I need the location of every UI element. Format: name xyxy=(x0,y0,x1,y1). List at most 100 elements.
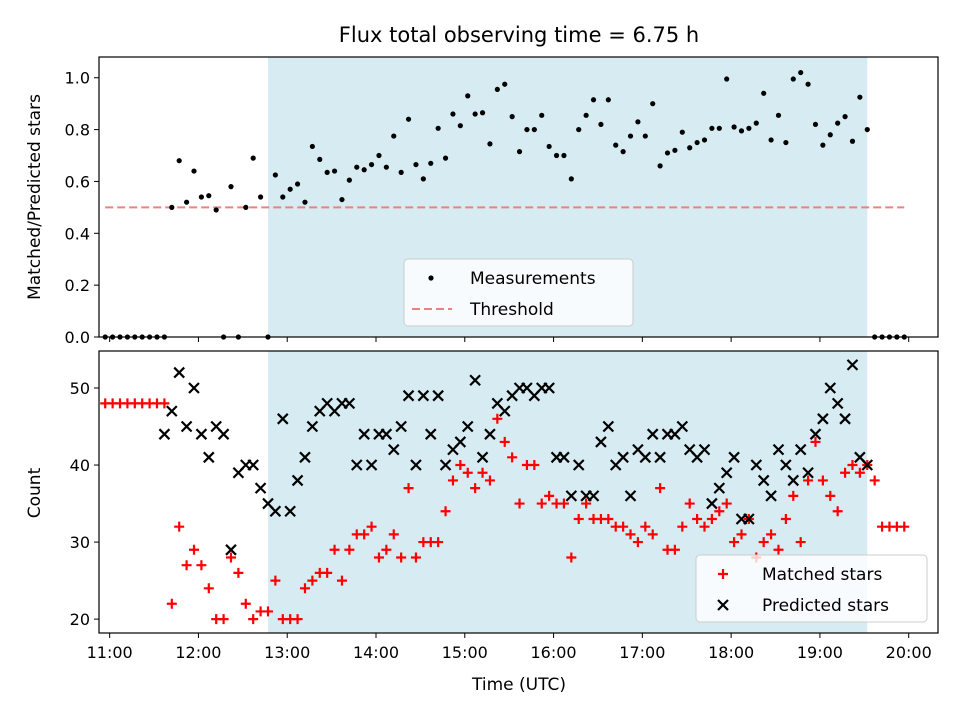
predicted-star-point xyxy=(225,544,237,556)
matched-star-point xyxy=(181,560,192,571)
matched-star-point xyxy=(166,598,177,609)
predicted-star-point xyxy=(787,474,800,487)
predicted-star-point xyxy=(639,451,652,464)
predicted-star-point xyxy=(269,505,282,518)
top-legend-label: Threshold xyxy=(469,300,554,320)
measurement-point xyxy=(376,152,382,159)
predicted-star-point xyxy=(676,420,689,433)
predicted-star-point xyxy=(454,436,467,448)
predicted-star-point xyxy=(595,436,607,448)
measurement-point xyxy=(213,207,219,213)
matched-star-point xyxy=(817,475,828,486)
measurement-point xyxy=(561,152,567,159)
matched-star-point xyxy=(248,614,259,625)
measurement-point xyxy=(857,94,863,100)
predicted-star-point xyxy=(432,389,444,402)
measurement-point xyxy=(524,126,530,133)
measurement-point xyxy=(783,139,789,146)
measurement-point xyxy=(849,138,856,144)
measurement-point xyxy=(472,111,478,117)
matched-star-point xyxy=(558,498,569,509)
predicted-star-point xyxy=(158,428,171,440)
measurement-point xyxy=(502,81,508,87)
matched-star-point xyxy=(536,498,547,509)
matched-star-point xyxy=(706,513,717,524)
measurement-point xyxy=(346,177,352,183)
matched-star-point xyxy=(403,483,414,494)
measurement-point xyxy=(539,112,545,118)
matched-star-point xyxy=(788,490,799,501)
predicted-star-point xyxy=(461,420,474,433)
predicted-star-point xyxy=(247,459,259,471)
measurement-point xyxy=(687,145,693,151)
predicted-star-point xyxy=(706,497,718,510)
measurement-point xyxy=(257,194,264,200)
measurement-point xyxy=(568,176,574,182)
measurement-point xyxy=(198,194,204,200)
matched-star-point xyxy=(810,436,821,447)
matched-star-point xyxy=(603,513,614,524)
x-tick-label: 16:00 xyxy=(531,643,577,662)
measurement-point xyxy=(368,161,375,168)
top-legend-marker xyxy=(428,275,434,281)
measurement-point xyxy=(317,156,323,163)
predicted-star-point xyxy=(757,474,770,487)
matched-star-point xyxy=(366,521,377,532)
x-tick-label: 14:00 xyxy=(353,643,399,662)
matched-star-point xyxy=(780,513,791,524)
matched-star-point xyxy=(803,475,814,486)
measurement-point xyxy=(361,167,367,173)
y-tick-label: 50 xyxy=(70,379,90,398)
top-y-axis-label: Matched/Predicted stars xyxy=(25,94,45,300)
x-axis-label: Time (UTC) xyxy=(471,675,566,695)
matched-star-point xyxy=(410,552,421,563)
matched-star-point xyxy=(699,521,710,532)
predicted-star-point xyxy=(846,359,859,371)
top-legend-box xyxy=(403,258,634,327)
measurement-point xyxy=(738,128,745,134)
x-tick-label: 11:00 xyxy=(87,643,133,662)
predicted-star-point xyxy=(824,382,837,394)
measurement-point xyxy=(775,112,782,118)
measurement-point xyxy=(583,112,589,118)
matched-star-point xyxy=(729,537,740,548)
matched-star-point xyxy=(388,529,399,540)
measurement-point xyxy=(398,169,404,175)
plot-frame xyxy=(98,350,939,634)
matched-star-point xyxy=(736,529,747,540)
matched-star-point xyxy=(573,513,584,524)
measurement-point xyxy=(709,125,715,131)
predicted-star-point xyxy=(284,505,296,518)
x-tick-label: 18:00 xyxy=(708,643,754,662)
matched-star-point xyxy=(766,529,777,540)
predicted-star-point xyxy=(188,382,200,394)
y-tick-label: 40 xyxy=(70,456,90,475)
measurement-point xyxy=(191,168,197,174)
measurement-point xyxy=(701,137,708,143)
measurement-point xyxy=(731,124,737,130)
matched-star-point xyxy=(203,583,214,594)
y-tick-label: 0.8 xyxy=(65,121,90,140)
matched-star-point xyxy=(640,521,651,532)
measurement-point xyxy=(672,147,678,153)
x-tick-label: 19:00 xyxy=(797,643,843,662)
predicted-star-point xyxy=(743,513,755,525)
matched-star-point xyxy=(499,436,510,447)
predicted-star-point xyxy=(817,413,829,425)
predicted-star-point xyxy=(831,397,844,410)
predicted-star-point xyxy=(469,374,481,387)
measurement-point xyxy=(420,176,426,182)
measurement-point xyxy=(169,204,175,210)
measurement-point xyxy=(339,196,345,203)
measurement-point xyxy=(642,133,648,139)
predicted-star-point xyxy=(646,428,659,440)
measurement-point xyxy=(657,163,663,169)
measurement-point xyxy=(613,142,619,148)
matched-star-point xyxy=(218,614,229,625)
measurement-point xyxy=(509,114,515,120)
measurement-point xyxy=(243,204,249,210)
measurement-point xyxy=(590,97,597,103)
predicted-star-point xyxy=(380,428,393,440)
matched-star-point xyxy=(632,537,643,548)
measurement-point xyxy=(450,111,456,117)
